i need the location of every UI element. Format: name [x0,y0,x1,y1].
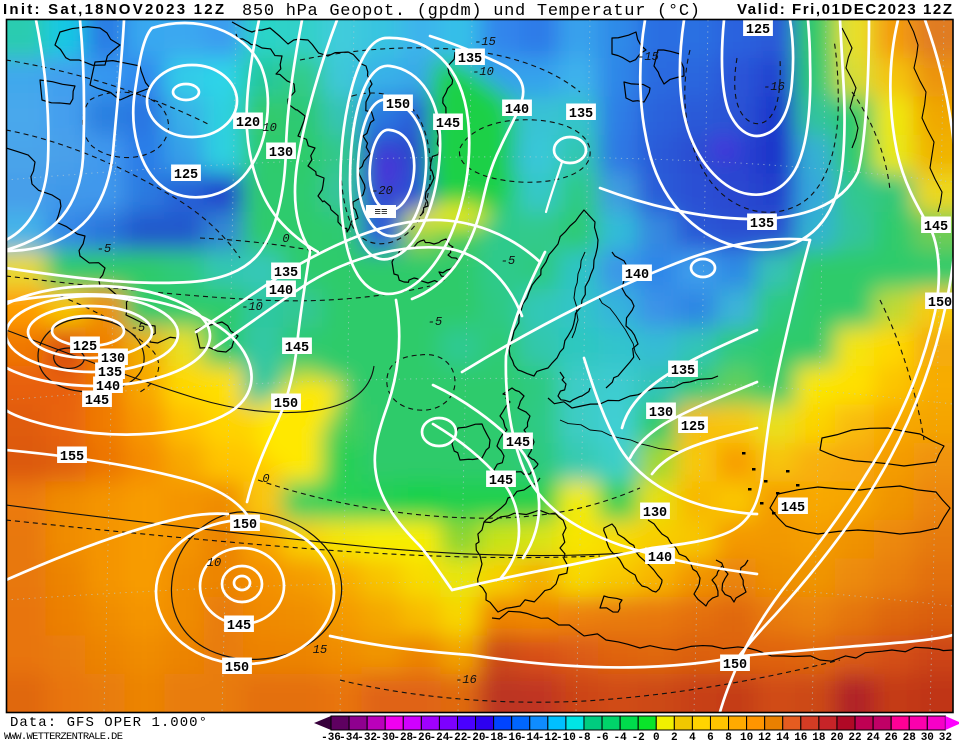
svg-text:0: 0 [282,232,289,246]
svg-text:2: 2 [671,732,678,741]
svg-text:8: 8 [725,732,732,741]
svg-text:130: 130 [269,146,293,161]
svg-text:22: 22 [848,732,861,741]
svg-text:130: 130 [649,406,673,421]
svg-text:150: 150 [928,296,952,311]
svg-text:140: 140 [648,551,672,566]
svg-text:150: 150 [233,518,257,533]
svg-text:-10: -10 [241,300,263,314]
svg-text:125: 125 [174,168,198,183]
svg-text:30: 30 [921,732,934,741]
svg-text:135: 135 [671,364,695,379]
svg-text:150: 150 [386,98,410,113]
svg-text:≡≡: ≡≡ [374,207,387,219]
svg-text:120: 120 [236,116,260,131]
svg-text:-36: -36 [321,732,341,741]
svg-text:12: 12 [758,732,771,741]
svg-text:-4: -4 [614,732,628,741]
svg-text:0: 0 [653,732,660,741]
svg-text:140: 140 [625,268,649,283]
svg-text:140: 140 [269,284,293,299]
svg-text:0: 0 [262,472,269,486]
svg-text:4: 4 [689,732,696,741]
svg-text:6: 6 [707,732,714,741]
svg-text:-8: -8 [577,732,591,741]
svg-text:145: 145 [924,220,948,235]
svg-text:-10: -10 [472,65,494,79]
svg-text:10: 10 [740,732,753,741]
svg-text:125: 125 [73,340,97,355]
svg-text:-5: -5 [131,321,145,335]
svg-text:-26: -26 [411,732,431,741]
svg-text:145: 145 [489,474,513,489]
svg-text:-15: -15 [474,35,496,49]
svg-text:26: 26 [885,732,898,741]
svg-text:-12: -12 [538,732,558,741]
svg-text:WWW.WETTERZENTRALE.DE: WWW.WETTERZENTRALE.DE [4,731,123,741]
svg-text:-30: -30 [375,732,395,741]
svg-text:-28: -28 [393,732,413,741]
svg-text:135: 135 [458,52,482,67]
svg-text:32: 32 [939,732,952,741]
svg-text:150: 150 [225,661,249,676]
svg-text:-20: -20 [466,732,486,741]
svg-text:16: 16 [794,732,807,741]
svg-text:850 hPa Geopot. (gpdm) und Tem: 850 hPa Geopot. (gpdm) und Temperatur (°… [242,2,700,21]
svg-text:130: 130 [643,506,667,521]
svg-text:155: 155 [60,450,84,465]
svg-text:Valid: Fri,01DEC2023 12Z: Valid: Fri,01DEC2023 12Z [737,1,952,18]
svg-text:15: 15 [313,643,327,657]
svg-text:140: 140 [505,103,529,118]
svg-text:-6: -6 [595,732,608,741]
svg-text:18: 18 [812,732,826,741]
svg-text:145: 145 [227,619,251,634]
svg-text:145: 145 [285,341,309,356]
svg-text:10: 10 [207,556,221,570]
svg-text:-18: -18 [484,732,504,741]
svg-text:-15: -15 [637,50,659,64]
svg-text:125: 125 [681,420,705,435]
svg-text:135: 135 [750,217,774,232]
svg-text:145: 145 [781,501,805,516]
svg-text:20: 20 [830,732,843,741]
svg-text:-32: -32 [357,732,377,741]
svg-text:150: 150 [723,658,747,673]
svg-text:-10: -10 [556,732,576,741]
svg-text:-16: -16 [455,673,477,687]
svg-text:145: 145 [85,394,109,409]
svg-text:135: 135 [569,107,593,122]
svg-text:-16: -16 [502,732,522,741]
svg-text:135: 135 [274,266,298,281]
svg-text:28: 28 [903,732,917,741]
svg-text:14: 14 [776,732,790,741]
svg-text:-24: -24 [430,732,450,741]
svg-text:150: 150 [274,397,298,412]
svg-text:-5: -5 [428,315,442,329]
svg-text:24: 24 [866,732,880,741]
svg-text:145: 145 [436,117,460,132]
svg-text:-5: -5 [97,242,111,256]
svg-text:Data: GFS OPER 1.000°: Data: GFS OPER 1.000° [10,715,207,731]
svg-text:Init: Sat,18NOV2023 12Z: Init: Sat,18NOV2023 12Z [3,1,224,18]
svg-text:125: 125 [746,23,770,38]
svg-text:-20: -20 [371,184,393,198]
svg-text:-14: -14 [520,732,540,741]
svg-text:-34: -34 [339,732,359,741]
svg-text:-22: -22 [448,732,468,741]
svg-text:-16: -16 [763,80,785,94]
svg-text:-2: -2 [632,732,645,741]
svg-text:145: 145 [506,436,530,451]
svg-text:-5: -5 [501,254,515,268]
